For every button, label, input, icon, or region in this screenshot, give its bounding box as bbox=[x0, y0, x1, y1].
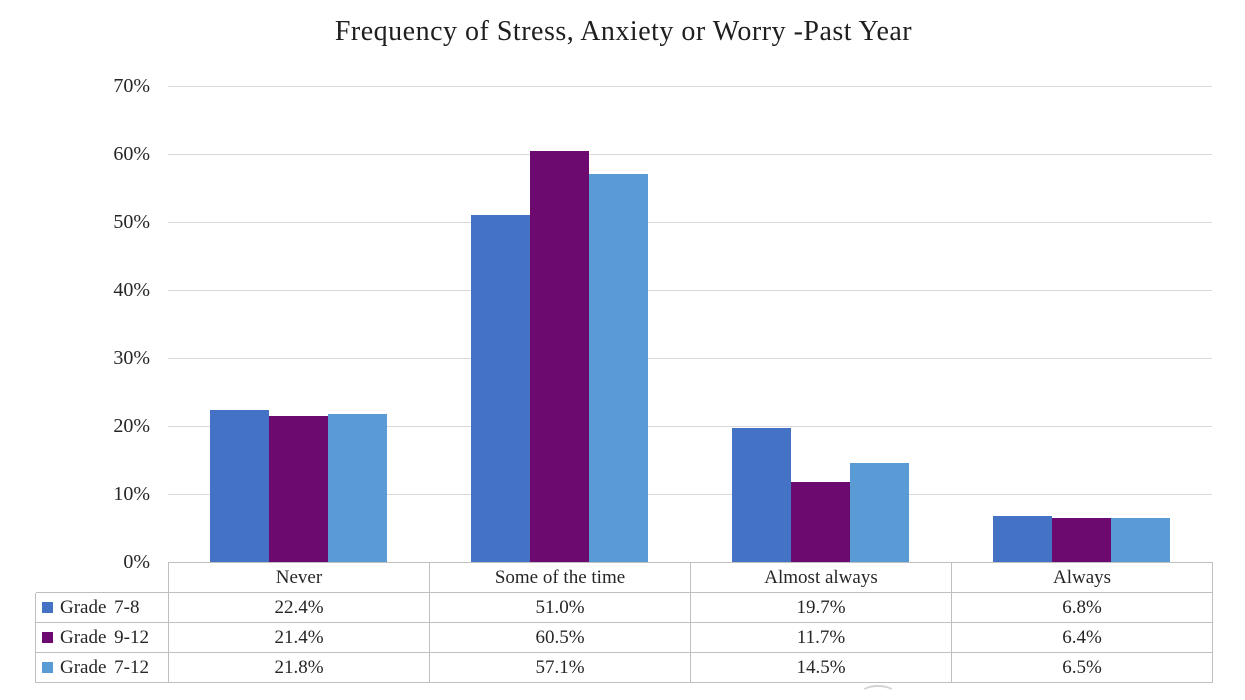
category-header-some-of-the-time: Some of the time bbox=[429, 562, 691, 593]
value-grade-7-12-some-of-the-time: 57.1% bbox=[429, 652, 691, 683]
bar-grade-7-8-never bbox=[210, 409, 269, 562]
legend-label-grade-7-8: Grade 7-8 bbox=[60, 596, 140, 618]
watermark-arc bbox=[860, 685, 896, 700]
legend-label-grade-9-12: Grade 9-12 bbox=[60, 626, 149, 648]
gridline-20 bbox=[168, 426, 1212, 427]
value-grade-7-8-never: 22.4% bbox=[168, 592, 430, 623]
gridline-10 bbox=[168, 494, 1212, 495]
value-grade-7-12-almost-always: 14.5% bbox=[690, 652, 952, 683]
bar-grade-9-12-never bbox=[269, 416, 328, 562]
bar-grade-7-8-some-of-the-time bbox=[471, 215, 530, 562]
legend-swatch-grade-9-12 bbox=[42, 631, 53, 643]
bar-grade-9-12-some-of-the-time bbox=[530, 150, 589, 562]
legend-swatch-grade-7-8 bbox=[42, 601, 53, 613]
bar-grade-7-8-almost-always bbox=[732, 428, 791, 562]
bar-grade-7-12-never bbox=[328, 413, 387, 562]
gridline-40 bbox=[168, 290, 1212, 291]
y-axis-tick-label-50: 50% bbox=[113, 211, 150, 233]
value-grade-9-12-almost-always: 11.7% bbox=[690, 622, 952, 653]
y-axis-tick-label-40: 40% bbox=[113, 279, 150, 301]
y-axis-tick-label-20: 20% bbox=[113, 415, 150, 437]
value-grade-7-8-almost-always: 19.7% bbox=[690, 592, 952, 623]
category-header-always: Always bbox=[951, 562, 1213, 593]
value-grade-9-12-some-of-the-time: 60.5% bbox=[429, 622, 691, 653]
value-grade-9-12-never: 21.4% bbox=[168, 622, 430, 653]
legend-swatch-grade-7-12 bbox=[42, 661, 53, 673]
value-grade-7-8-always: 6.8% bbox=[951, 592, 1213, 623]
y-axis-tick-label-70: 70% bbox=[113, 75, 150, 97]
value-grade-7-8-some-of-the-time: 51.0% bbox=[429, 592, 691, 623]
bar-grade-7-12-always bbox=[1111, 517, 1170, 562]
y-axis-tick-label-60: 60% bbox=[113, 143, 150, 165]
legend-label-grade-7-12: Grade 7-12 bbox=[60, 656, 149, 678]
gridline-30 bbox=[168, 358, 1212, 359]
bar-grade-7-8-always bbox=[993, 515, 1052, 562]
bar-grade-7-12-almost-always bbox=[850, 463, 909, 562]
data-table: Never Some of the time Almost always Always… bbox=[35, 562, 1213, 683]
y-axis-tick-label-10: 10% bbox=[113, 483, 150, 505]
value-grade-9-12-always: 6.4% bbox=[951, 622, 1213, 653]
chart-title: Frequency of Stress, Anxiety or Worry -P… bbox=[334, 16, 913, 47]
legend-cell-grade-9-12: Grade 9-12 bbox=[35, 622, 169, 653]
legend-cell-grade-7-8: Grade 7-8 bbox=[35, 592, 169, 623]
value-grade-7-12-always: 6.5% bbox=[951, 652, 1213, 683]
bar-grade-9-12-almost-always bbox=[791, 482, 850, 562]
table-corner-cell bbox=[35, 562, 169, 593]
bar-grade-7-12-some-of-the-time bbox=[589, 173, 648, 562]
legend-cell-grade-7-12: Grade 7-12 bbox=[35, 652, 169, 683]
value-grade-7-12-never: 21.8% bbox=[168, 652, 430, 683]
y-axis-tick-label-30: 30% bbox=[113, 347, 150, 369]
category-header-never: Never bbox=[168, 562, 430, 593]
gridline-50 bbox=[168, 222, 1212, 223]
gridline-70 bbox=[168, 86, 1212, 87]
category-header-almost-always: Almost always bbox=[690, 562, 952, 593]
bar-grade-9-12-always bbox=[1052, 518, 1111, 562]
gridline-60 bbox=[168, 154, 1212, 155]
plot-area bbox=[168, 86, 1212, 562]
